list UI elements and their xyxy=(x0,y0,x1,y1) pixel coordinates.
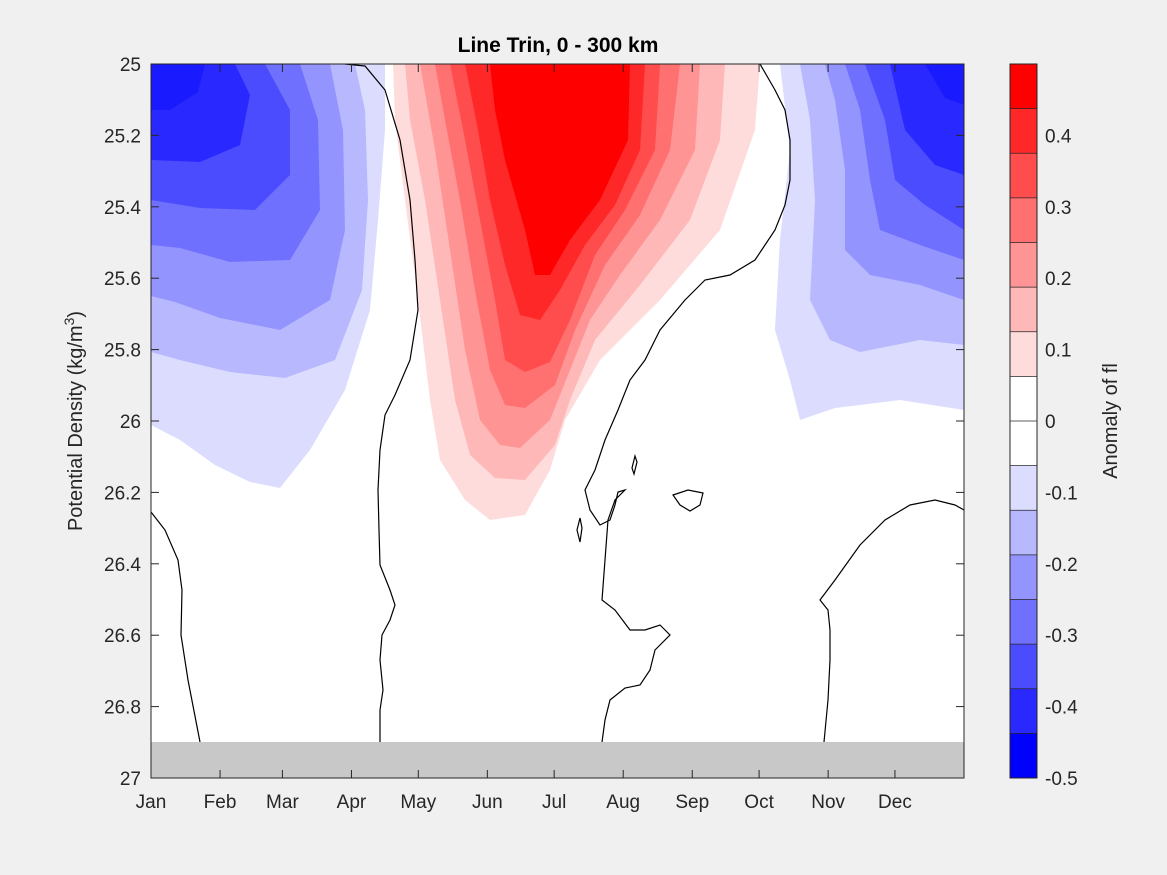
y-tick-label: 25 xyxy=(120,55,141,76)
colorbar-swatch xyxy=(1010,510,1037,556)
y-tick-label: 26.8 xyxy=(104,698,141,719)
colorbar-swatch xyxy=(1010,554,1037,600)
colorbar-swatch xyxy=(1010,465,1037,511)
x-tick-label: Nov xyxy=(811,792,845,813)
colorbar-label: Anomaly of fl xyxy=(1100,363,1122,479)
y-axis-label-superscript: 3 xyxy=(61,317,77,325)
chart-title: Line Trin, 0 - 300 km xyxy=(458,34,659,57)
y-tick-label: 27 xyxy=(120,769,141,790)
colorbar-swatch xyxy=(1010,197,1037,243)
colorbar-swatch xyxy=(1010,644,1037,690)
colorbar-tick-label: -0.1 xyxy=(1045,483,1078,504)
x-axis: Jan Feb Mar Apr May Jun Jul Aug Sep Oct Nov Dec xyxy=(136,64,912,813)
colorbar-tick-label: -0.5 xyxy=(1045,769,1078,790)
colorbar-swatch xyxy=(1010,421,1037,467)
x-tick-label: Jul xyxy=(542,792,566,813)
x-tick-label: Sep xyxy=(675,792,709,813)
colorbar-tick-label: 0.1 xyxy=(1045,341,1071,362)
x-tick-label: Oct xyxy=(744,792,774,813)
x-tick-label: Mar xyxy=(266,792,299,813)
zero-contours xyxy=(151,64,964,743)
x-tick-label: Feb xyxy=(204,792,237,813)
colorbar-tick-label: 0 xyxy=(1045,412,1056,433)
plot-area xyxy=(151,64,964,778)
colorbar-swatch xyxy=(1010,331,1037,377)
x-tick-label: Dec xyxy=(878,792,912,813)
negative-anomaly-winter-left xyxy=(151,64,385,488)
y-tick-label: 25.8 xyxy=(104,341,141,362)
no-data-mask xyxy=(151,742,964,778)
positive-anomaly-summer xyxy=(393,64,760,520)
neg-band-7 xyxy=(151,64,205,110)
colorbar-swatch xyxy=(1010,733,1037,779)
zero-contour-2 xyxy=(344,64,419,742)
colorbar-swatch xyxy=(1010,376,1037,422)
colorbar-swatch xyxy=(1010,688,1037,734)
negative-anomaly-winter-right xyxy=(775,64,964,420)
y-tick-label: 25.6 xyxy=(104,269,141,290)
zero-contour-island-1 xyxy=(576,517,583,543)
y-axis-label: Potential Density (kg/m3) xyxy=(61,311,87,531)
colorbar-tick-label: 0.4 xyxy=(1045,126,1072,147)
y-tick-label: 25.2 xyxy=(104,126,141,147)
neg-band-r7 xyxy=(925,64,964,105)
colorbar-tick-label: -0.2 xyxy=(1045,555,1078,576)
colorbar-tick-label: 0.3 xyxy=(1045,198,1071,219)
colorbar-swatch xyxy=(1010,242,1037,288)
y-tick-label: 26 xyxy=(120,412,141,433)
x-tick-label: Jan xyxy=(136,792,167,813)
x-tick-label: Apr xyxy=(337,792,367,813)
zero-contour-3 xyxy=(584,64,791,743)
y-tick-label: 25.4 xyxy=(104,198,141,219)
y-tick-label: 26.6 xyxy=(104,626,141,647)
zero-contour-4 xyxy=(819,499,964,743)
colorbar-swatch xyxy=(1010,599,1037,645)
colorbar-tick-label: -0.3 xyxy=(1045,626,1078,647)
colorbar-swatch xyxy=(1010,108,1037,154)
colorbar-tick-label: -0.4 xyxy=(1045,698,1078,719)
colorbar-frame xyxy=(1009,63,1038,779)
y-tick-label: 26.4 xyxy=(104,555,141,576)
zero-contour-island-2 xyxy=(631,453,638,477)
x-tick-label: May xyxy=(400,792,436,813)
y-axis: 25 25.2 25.4 25.6 25.8 26 26.2 26.4 26.6 26.8 27 xyxy=(104,55,964,790)
y-tick-label: 26.2 xyxy=(104,483,141,504)
zero-contour-island-3 xyxy=(672,489,704,512)
colorbar-swatch xyxy=(1010,287,1037,333)
colorbar: 0.4 0.3 0.2 0.1 0 -0.1 -0.2 -0.3 -0.4 -0.5 xyxy=(1009,63,1078,790)
colorbar-swatch xyxy=(1010,153,1037,199)
zero-contour-1 xyxy=(151,511,201,743)
y-axis-label-close: ) xyxy=(65,311,87,318)
colorbar-tick-label: 0.2 xyxy=(1045,269,1071,290)
x-tick-label: Jun xyxy=(472,792,503,813)
colorbar-swatch xyxy=(1010,64,1037,110)
x-tick-label: Aug xyxy=(606,792,640,813)
pos-band-7 xyxy=(490,64,630,275)
